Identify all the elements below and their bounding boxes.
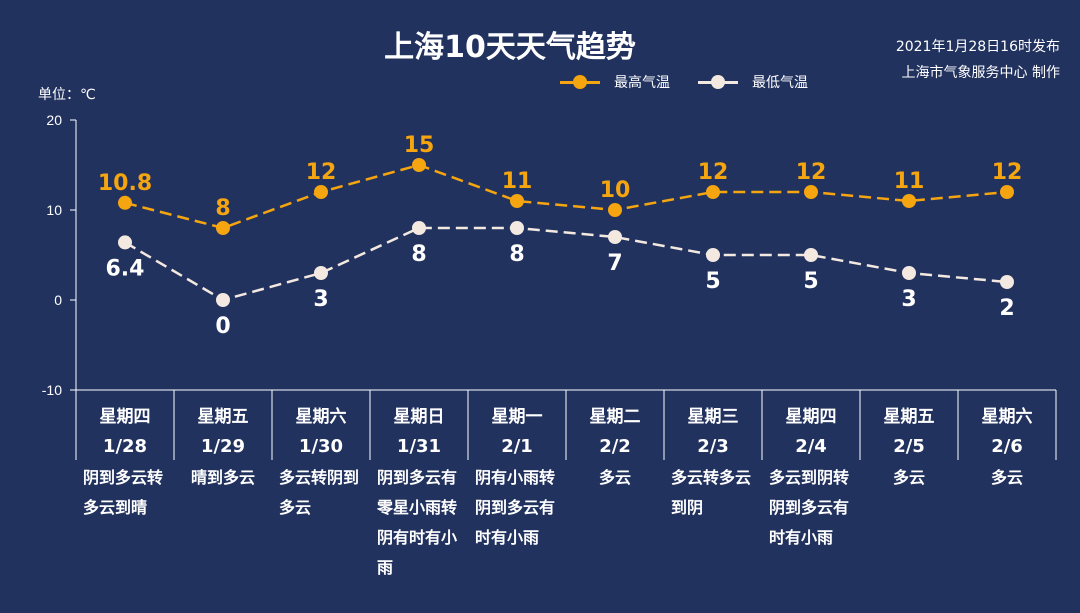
publish-info: 2021年1月28日16时发布 上海市气象服务中心 制作 xyxy=(896,34,1060,86)
low-temp-label: 3 xyxy=(313,287,328,312)
weather-text: 多云到阴转阴到多云有时有小雨 xyxy=(769,468,850,547)
x-date-label: 2/2 xyxy=(599,436,631,457)
x-weekday-label: 星期四 xyxy=(100,407,151,427)
x-date-label: 1/31 xyxy=(397,436,441,457)
low-temp-point xyxy=(608,230,622,244)
weather-text: 阴到多云有零星小雨转阴有时有小雨 xyxy=(377,468,458,577)
high-temp-point xyxy=(510,194,524,208)
low-temp-label: 7 xyxy=(607,251,622,276)
weather-text: 多云转阴到多云 xyxy=(279,468,360,517)
x-date-label: 2/6 xyxy=(991,436,1023,457)
high-temp-line xyxy=(124,163,1008,230)
high-temp-label: 12 xyxy=(306,160,337,185)
legend-item-high[interactable]: 最高气温 xyxy=(560,72,670,92)
high-temp-label: 8 xyxy=(215,196,230,221)
y-axis-unit: 单位：℃ xyxy=(38,87,96,103)
high-temp-label: 10.8 xyxy=(98,171,152,196)
low-temp-label: 3 xyxy=(901,287,916,312)
y-tick-label: -10 xyxy=(42,382,62,398)
publish-time: 2021年1月28日16时发布 xyxy=(895,39,1060,55)
low-line-icon xyxy=(698,74,738,90)
low-temp-point xyxy=(412,221,426,235)
weather-text: 多云 xyxy=(990,468,1023,487)
weather-description: 多云 xyxy=(566,463,664,493)
legend-item-low[interactable]: 最低气温 xyxy=(698,72,808,92)
weather-description: 多云转阴到多云 xyxy=(272,463,370,523)
weather-description: 多云转多云到阴 xyxy=(664,463,762,523)
legend: 最高气温 最低气温 xyxy=(560,72,808,92)
low-temp-label: 5 xyxy=(705,269,720,294)
weather-description: 多云 xyxy=(958,463,1056,493)
weather-description: 晴到多云 xyxy=(174,463,272,493)
low-temp-point xyxy=(804,248,818,262)
weather-text: 多云 xyxy=(598,468,631,487)
weather-text: 多云转多云到阴 xyxy=(671,468,752,517)
legend-label-high: 最高气温 xyxy=(614,75,670,91)
weather-description: 阴有小雨转阴到多云有时有小雨 xyxy=(468,463,566,553)
low-temp-label: 2 xyxy=(999,296,1014,321)
low-temp-line xyxy=(124,226,1008,302)
high-temp-point xyxy=(118,195,132,210)
x-date-label: 2/5 xyxy=(893,436,925,457)
x-weekday-label: 星期五 xyxy=(198,407,249,427)
weather-description: 多云到阴转阴到多云有时有小雨 xyxy=(762,463,860,553)
high-temp-label: 12 xyxy=(698,160,729,185)
low-temp-label: 6.4 xyxy=(106,256,145,281)
low-temp-point xyxy=(216,293,230,307)
high-temp-label: 12 xyxy=(992,160,1023,185)
x-date-label: 2/1 xyxy=(501,436,533,457)
publisher: 上海市气象服务中心 制作 xyxy=(901,65,1060,81)
high-temp-point xyxy=(216,221,230,235)
low-temp-point xyxy=(510,221,524,235)
high-temp-label: 11 xyxy=(502,169,533,194)
x-date-label: 1/29 xyxy=(201,436,245,457)
high-line-icon xyxy=(560,74,600,90)
y-tick-label: 20 xyxy=(46,112,62,128)
y-tick-label: 0 xyxy=(54,292,62,308)
high-temp-point xyxy=(902,194,916,208)
x-date-label: 1/28 xyxy=(103,436,147,457)
x-weekday-label: 星期日 xyxy=(394,407,445,427)
chart-title: 上海10天天气趋势 xyxy=(384,30,636,65)
weather-text: 阴到多云转多云到晴 xyxy=(83,468,164,517)
weather-text: 晴到多云 xyxy=(190,468,255,487)
high-temp-label: 11 xyxy=(894,169,925,194)
high-temp-label: 12 xyxy=(796,160,827,185)
high-temp-label: 10 xyxy=(600,178,631,203)
low-temp-point xyxy=(902,266,916,280)
low-temp-label: 8 xyxy=(411,242,426,267)
low-temp-point xyxy=(118,235,132,250)
low-temp-point xyxy=(314,266,328,280)
x-date-label: 2/4 xyxy=(795,436,827,457)
weather-description: 多云 xyxy=(860,463,958,493)
high-temp-label: 15 xyxy=(404,133,435,158)
weather-description: 阴到多云有零星小雨转阴有时有小雨 xyxy=(370,463,468,583)
high-temp-point xyxy=(1000,185,1014,199)
x-date-label: 1/30 xyxy=(299,436,343,457)
x-weekday-label: 星期五 xyxy=(884,407,935,427)
low-temp-label: 5 xyxy=(803,269,818,294)
weather-text: 多云 xyxy=(892,468,925,487)
x-date-label: 2/3 xyxy=(697,436,729,457)
x-weekday-label: 星期四 xyxy=(786,407,837,427)
low-temp-point xyxy=(1000,275,1014,289)
weather-description: 阴到多云转多云到晴 xyxy=(76,463,174,523)
high-temp-point xyxy=(804,185,818,199)
weather-text: 阴有小雨转阴到多云有时有小雨 xyxy=(475,468,556,547)
high-temp-point xyxy=(412,158,426,172)
low-temp-label: 0 xyxy=(215,314,230,339)
legend-label-low: 最低气温 xyxy=(752,75,808,91)
low-temp-point xyxy=(706,248,720,262)
x-weekday-label: 星期三 xyxy=(688,407,739,427)
high-temp-point xyxy=(608,203,622,217)
x-weekday-label: 星期六 xyxy=(296,406,347,427)
x-weekday-label: 星期六 xyxy=(982,406,1033,427)
x-weekday-label: 星期一 xyxy=(492,407,543,427)
high-temp-point xyxy=(314,185,328,199)
y-tick-label: 10 xyxy=(46,202,62,218)
x-weekday-label: 星期二 xyxy=(590,407,641,427)
high-temp-point xyxy=(706,185,720,199)
low-temp-label: 8 xyxy=(509,242,524,267)
